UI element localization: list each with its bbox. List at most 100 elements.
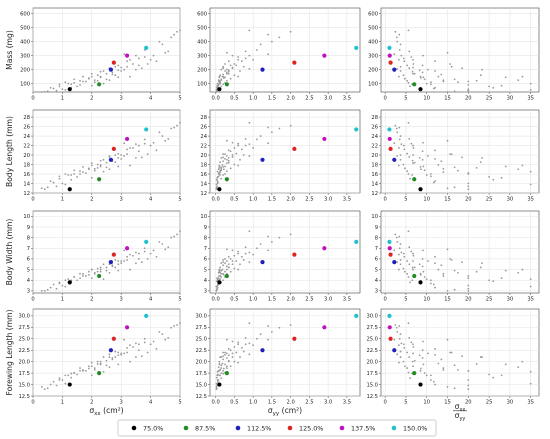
background-point: [233, 63, 236, 65]
background-point: [500, 84, 503, 87]
background-point: [239, 158, 241, 161]
y-tick-label: 12: [23, 191, 30, 197]
background-point: [434, 286, 436, 289]
background-point: [99, 70, 102, 73]
background-point: [87, 273, 90, 276]
x-axis-label-subscript: yy: [459, 416, 465, 422]
legend-marker: [131, 425, 137, 431]
background-point: [219, 74, 222, 77]
background-point: [434, 262, 436, 265]
x-tick-label: 0.0: [212, 400, 220, 406]
background-point: [412, 268, 414, 271]
series-point: [124, 246, 130, 251]
background-point: [407, 230, 410, 233]
background-point: [87, 367, 90, 370]
background-point: [70, 178, 73, 181]
background-point: [219, 171, 222, 174]
background-point: [215, 385, 218, 388]
y-tick-label: 30.0: [366, 314, 378, 320]
y-tick-label: 16: [371, 172, 378, 178]
background-point: [396, 353, 399, 356]
background-point: [457, 81, 459, 84]
background-point: [437, 164, 440, 166]
background-point: [222, 160, 225, 163]
y-tick-label: 4: [375, 278, 379, 284]
background-point: [407, 276, 410, 278]
background-point: [529, 370, 532, 373]
x-tick-label: 0.5: [230, 297, 238, 303]
background-point: [244, 50, 247, 53]
background-point: [227, 161, 230, 164]
background-point: [429, 173, 432, 175]
series-point: [354, 313, 359, 318]
background-point: [402, 360, 405, 363]
x-tick-label: 0.5: [230, 400, 238, 406]
series-point: [111, 60, 116, 65]
background-point: [420, 273, 422, 276]
background-point: [215, 285, 218, 288]
background-point: [248, 230, 251, 233]
background-point: [450, 351, 453, 354]
series-point: [418, 87, 423, 92]
background-point: [105, 364, 108, 367]
background-point: [114, 350, 117, 353]
background-point: [237, 361, 240, 364]
background-point: [96, 163, 99, 166]
background-point: [453, 90, 456, 93]
background-point: [164, 51, 167, 54]
series-point: [217, 187, 222, 192]
y-axis-label: Body Length (mm): [5, 116, 14, 187]
background-point: [170, 127, 173, 130]
y-tick-label: 300: [368, 53, 378, 59]
background-point: [517, 79, 520, 81]
x-tick-label: 35: [527, 96, 534, 102]
background-point: [237, 164, 240, 167]
background-point: [224, 153, 226, 156]
y-tick-label: 10: [23, 214, 30, 220]
y-tick-label: 17.5: [195, 371, 207, 377]
background-point: [248, 68, 251, 70]
x-axis-label-subscript: xx: [459, 407, 465, 413]
background-point: [173, 325, 176, 327]
background-point: [123, 53, 126, 56]
background-point: [102, 70, 105, 72]
background-point: [96, 79, 99, 82]
background-point: [61, 284, 64, 287]
background-point: [227, 69, 230, 72]
background-point: [240, 60, 243, 63]
background-point: [215, 382, 218, 385]
background-point: [434, 353, 436, 356]
background-point: [233, 147, 236, 149]
x-tick-label: 3: [120, 197, 123, 203]
background-point: [216, 374, 219, 377]
background-point: [129, 268, 131, 271]
background-point: [412, 254, 415, 257]
background-point: [237, 142, 240, 145]
y-tick-label: 22.5: [366, 348, 378, 354]
background-point: [449, 63, 451, 65]
background-point: [467, 284, 470, 287]
background-point: [123, 352, 126, 355]
background-point: [475, 363, 478, 365]
y-tick-label: 200: [368, 67, 378, 73]
series-point: [387, 246, 392, 251]
y-tick-label: 20: [200, 153, 207, 159]
background-point: [467, 379, 470, 381]
background-point: [408, 156, 411, 158]
x-tick-label: 1.5: [268, 96, 276, 102]
background-point: [393, 142, 396, 145]
legend-label: 150.0%: [403, 424, 427, 432]
background-point: [158, 330, 161, 333]
background-point: [220, 356, 223, 358]
background-point: [239, 356, 241, 358]
background-point: [399, 263, 402, 266]
background-point: [410, 142, 413, 145]
background-point: [219, 271, 222, 274]
x-tick-label: 20: [465, 297, 472, 303]
x-tick-label: 5: [404, 297, 407, 303]
background-point: [475, 270, 478, 273]
background-point: [397, 361, 400, 364]
background-point: [99, 76, 102, 79]
panel-frame: [380, 109, 540, 194]
background-point: [82, 166, 84, 168]
